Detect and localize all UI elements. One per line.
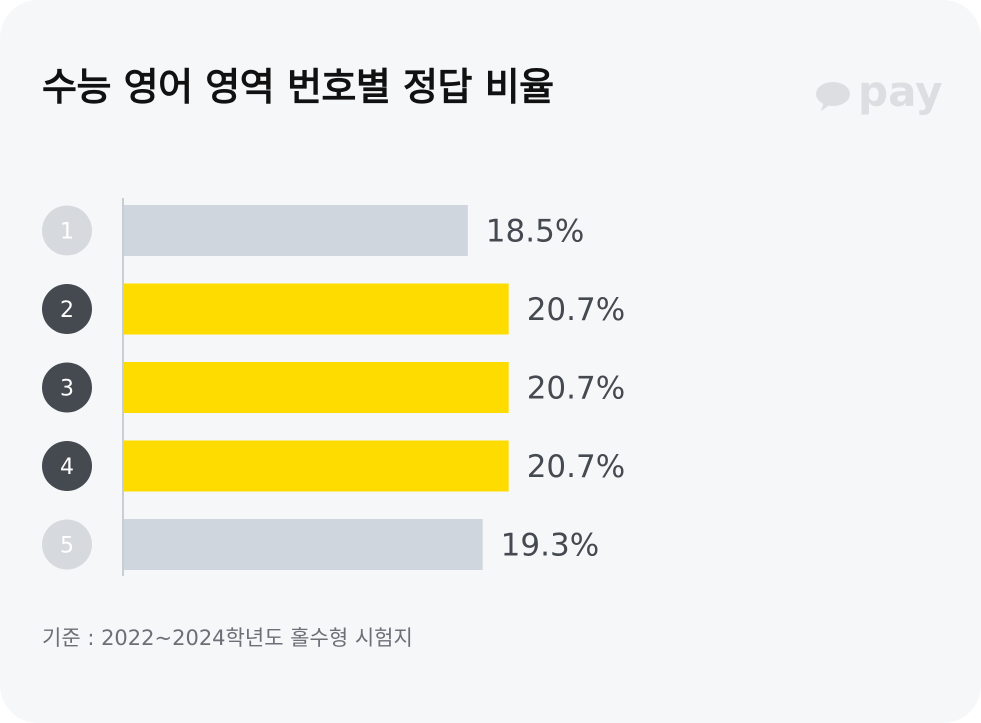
chart-title: 수능 영어 영역 번호별 정답 비율 [42,65,554,109]
category-badge [42,284,92,334]
pay-logo: pay [814,71,943,118]
bar [124,519,483,570]
category-label: 4 [60,455,74,480]
logo-text: pay [858,67,943,116]
category-label: 2 [60,298,74,323]
value-label: 19.3% [501,528,599,564]
bar [124,283,509,335]
bar [124,440,509,492]
bar [124,205,468,256]
category-badge [42,441,92,491]
bar [124,362,509,413]
value-label: 20.7% [527,371,625,407]
speech-bubble-icon [816,82,850,111]
category-label: 3 [60,377,74,402]
category-label: 5 [60,534,74,559]
value-label: 18.5% [486,214,584,250]
category-badge [42,205,92,256]
category-label: 1 [60,220,74,245]
value-label: 20.7% [527,449,625,485]
category-badge [42,519,92,570]
category-badge [42,362,92,413]
value-label: 20.7% [527,292,625,328]
bars-layer: 1 18.5% 2 20.7% 3 20.7% 4 20.7% 5 19.3% [42,205,625,570]
footnote: 기준 : 2022~2024학년도 홀수형 시험지 [42,626,413,650]
